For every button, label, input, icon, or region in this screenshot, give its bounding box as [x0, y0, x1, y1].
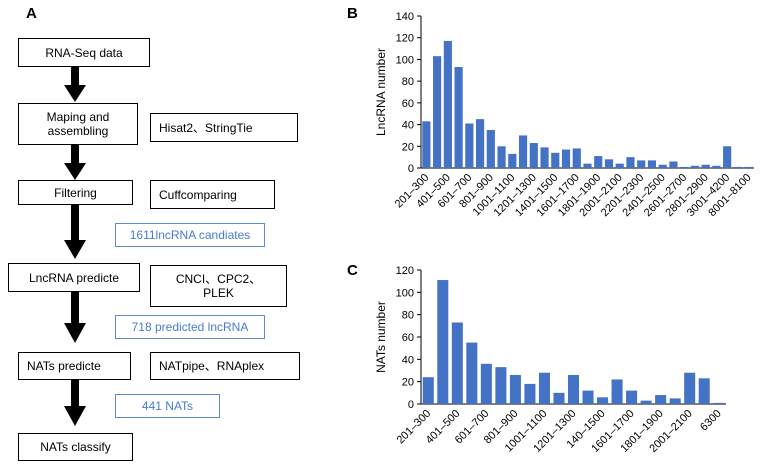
chart-c-bar	[437, 280, 449, 404]
step-mapping-line2: assembling	[47, 124, 109, 138]
chart-b-y-tick-label: 80	[402, 76, 414, 88]
chart-c-bar	[655, 395, 667, 404]
tool-cuffcompare-box: Cuffcomparing	[150, 180, 275, 209]
chart-b-bar	[497, 146, 506, 168]
chart-c-bar	[597, 397, 609, 404]
tool-hisat-box: Hisat2、StringTie	[150, 113, 298, 142]
chart-b-bar	[615, 163, 624, 168]
chart-b-bar	[594, 156, 603, 168]
chart-b-bar	[486, 130, 495, 168]
tool-cnci-line1: CNCI、CPC2、	[175, 272, 262, 286]
chart-b-bar	[422, 121, 431, 168]
step-lncrna-predict-box: LncRNA predicte	[8, 263, 140, 292]
arrow-down-icon	[64, 205, 86, 259]
chart-b-bar	[680, 166, 689, 168]
chart-c-bar	[611, 379, 623, 404]
chart-c-y-tick-label: 60	[402, 332, 414, 344]
chart-c-bar	[538, 372, 550, 404]
chart-c-bar	[713, 402, 725, 404]
step-rnaseq-box: RNA-Seq data	[18, 38, 150, 67]
chart-b-y-axis-title: LncRNA number	[374, 48, 388, 136]
chart-b-y-tick-label: 40	[402, 120, 414, 132]
chart-b-y-tick-label: 60	[402, 98, 414, 110]
chart-b-bar	[723, 146, 732, 168]
chart-b-bar	[690, 165, 700, 168]
chart-b-bar	[712, 165, 721, 168]
tool-cnci-line2: PLEK	[203, 286, 234, 300]
predicted-count-note: 718 predicted lncRNA	[115, 315, 265, 339]
chart-b-bar	[508, 153, 517, 168]
step-filtering-box: Filtering	[18, 180, 133, 205]
chart-c-bar	[582, 390, 594, 404]
chart-b-y-tick-label: 140	[396, 11, 414, 23]
chart-c-y-tick-label: 20	[402, 377, 414, 389]
chart-c-bar	[495, 367, 507, 404]
chart-b-bar	[604, 159, 614, 168]
step-nats-predict-box: NATs predicte	[18, 352, 131, 380]
chart-b-bar	[475, 119, 485, 168]
chart-c-bar	[698, 378, 710, 404]
chart-c-bar	[567, 374, 580, 404]
chart-b-bar	[443, 40, 452, 168]
chart-b-bar	[647, 160, 657, 168]
chart-b-y-tick-label: 0	[408, 163, 414, 175]
chart-b-bar	[454, 67, 463, 168]
chart-b-bar	[465, 123, 474, 168]
chart-b-bar	[744, 166, 753, 168]
chart-b-bar	[669, 161, 678, 168]
chart-c-bar	[553, 392, 565, 404]
arrow-down-icon	[64, 67, 86, 102]
nats-count-note: 441 NATs	[115, 394, 220, 418]
chart-c-y-tick-label: 0	[408, 399, 414, 411]
tool-natpipe-box: NATpipe、RNAplex	[150, 352, 300, 380]
chart-c-bar	[466, 342, 478, 404]
chart-b-bar	[433, 56, 442, 168]
chart-c-y-tick-label: 40	[402, 354, 414, 366]
chart-b-bar	[626, 157, 635, 168]
chart-b-bar	[733, 166, 742, 168]
arrow-down-icon	[64, 292, 86, 343]
chart-b-bar	[551, 152, 560, 168]
chart-b-y-tick-label: 120	[396, 33, 414, 45]
chart-c-bar	[669, 398, 681, 404]
panel-label-c: C	[347, 262, 358, 279]
chart-b-bar	[561, 149, 571, 168]
step-nats-classify-box: NATs classify	[18, 433, 133, 461]
tool-cnci-box: CNCI、CPC2、 PLEK	[150, 265, 287, 307]
chart-c-bar	[480, 363, 492, 404]
chart-b-y-tick-label: 20	[402, 141, 414, 153]
step-mapping-box: Maping and assembling	[18, 103, 138, 145]
chart-c-y-tick-label: 120	[396, 265, 414, 277]
chart-c-y-axis-title: NATs number	[374, 301, 388, 373]
chart-c-bar	[451, 322, 463, 404]
panel-label-b: B	[347, 5, 358, 22]
chart-b-bar	[518, 135, 528, 168]
chart-b-bar	[583, 163, 592, 168]
arrow-down-icon	[64, 380, 86, 426]
chart-b-bar	[637, 160, 646, 168]
chart-c-bar	[524, 383, 536, 404]
chart-b-bar	[658, 164, 667, 168]
panel-label-a: A	[26, 5, 37, 22]
chart-c-y-tick-label: 100	[396, 287, 414, 299]
chart-c-bar	[509, 374, 521, 404]
chart-b-y-tick-label: 100	[396, 54, 414, 66]
chart-b-bar	[529, 143, 538, 168]
chart-b-bar	[572, 148, 581, 168]
chart-c-y-tick-label: 80	[402, 310, 414, 322]
chart-c-x-tick-label: 6300	[698, 408, 724, 434]
candidates-count-note: 1611lncRNA candiates	[115, 223, 265, 247]
step-mapping-line1: Maping and	[46, 110, 110, 124]
chart-c-bar	[640, 400, 652, 404]
chart-c-bar	[684, 372, 696, 404]
chart-b-bar	[701, 164, 710, 168]
chart-b-bar	[540, 147, 549, 168]
chart-c-bar	[422, 377, 434, 404]
chart-c-bar	[626, 390, 638, 404]
arrow-down-icon	[64, 145, 86, 180]
